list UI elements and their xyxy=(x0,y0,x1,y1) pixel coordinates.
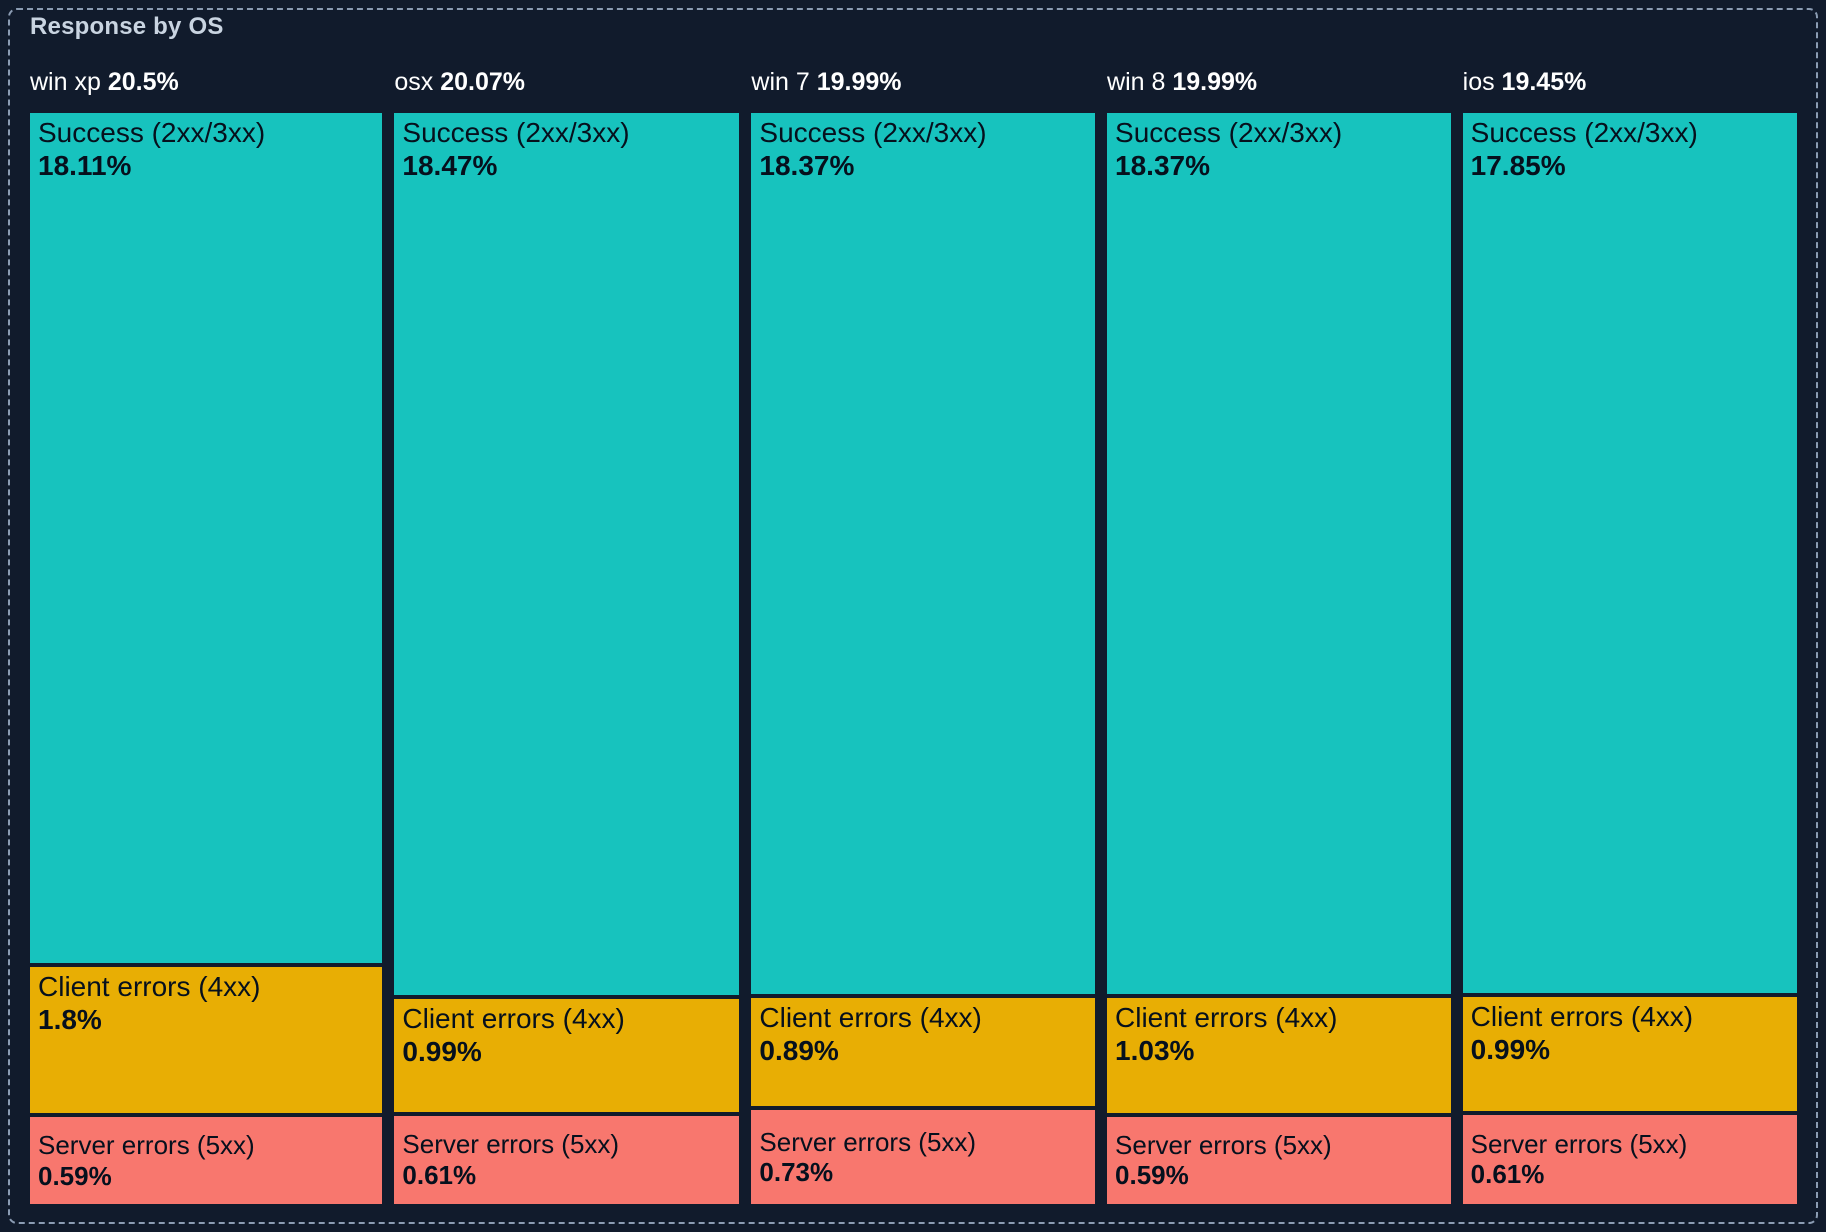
segment-client-errors[interactable]: Client errors (4xx) 0.89% xyxy=(751,997,1096,1107)
column-segments: Success (2xx/3xx) 18.37% Client errors (4… xyxy=(1107,113,1451,1204)
column-os-label: ios xyxy=(1462,68,1502,96)
segment-client-errors[interactable]: Client errors (4xx) 0.99% xyxy=(1462,996,1797,1111)
segment-label: Success (2xx/3xx) xyxy=(38,117,266,148)
column-os-label: win 7 xyxy=(751,68,817,96)
segment-value: 0.99% xyxy=(1470,1033,1551,1065)
segment-label: Client errors (4xx) xyxy=(1115,1001,1338,1033)
segment-server-errors[interactable]: Server errors (5xx) 0.61% xyxy=(1462,1114,1797,1204)
segment-label: Server errors (5xx) xyxy=(38,1129,255,1160)
segment-label: Client errors (4xx) xyxy=(402,1003,625,1035)
segment-value: 18.47% xyxy=(402,150,498,182)
segment-label: Client errors (4xx) xyxy=(759,1001,982,1033)
segment-value: 0.59% xyxy=(1115,1160,1189,1191)
column-os-label: win xp xyxy=(30,68,108,96)
segment-server-errors[interactable]: Server errors (5xx) 0.59% xyxy=(30,1117,383,1204)
column-segments: Success (2xx/3xx) 18.37% Client errors (4… xyxy=(751,113,1096,1204)
column-total: 20.5% xyxy=(107,68,179,96)
segment-label: Success (2xx/3xx) xyxy=(1470,117,1698,148)
treemap-column: win 7 19.99% Success (2xx/3xx) 18.37% Clie… xyxy=(751,66,1096,1204)
segment-label: Success (2xx/3xx) xyxy=(759,117,987,148)
column-header: win 7 19.99% xyxy=(751,66,1095,99)
segment-label: Success (2xx/3xx) xyxy=(402,117,630,148)
column-header: ios 19.45% xyxy=(1463,66,1797,99)
treemap-column: win xp 20.5% Success (2xx/3xx) 18.11% Clie… xyxy=(30,66,383,1204)
column-total: 20.07% xyxy=(440,68,526,96)
segment-client-errors[interactable]: Client errors (4xx) 0.99% xyxy=(394,999,740,1112)
segment-success[interactable]: Success (2xx/3xx) 18.47% xyxy=(394,113,740,996)
segment-value: 1.8% xyxy=(38,1003,102,1035)
column-header: osx 20.07% xyxy=(394,66,739,99)
column-total: 19.45% xyxy=(1501,68,1587,96)
segment-value: 0.61% xyxy=(402,1159,477,1190)
treemap-column: osx 20.07% Success (2xx/3xx) 18.47% Client… xyxy=(394,66,740,1204)
column-total: 19.99% xyxy=(1172,68,1258,96)
segment-label: Success (2xx/3xx) xyxy=(1115,117,1343,148)
panel-title: Response by OS xyxy=(30,13,224,40)
segment-value: 1.03% xyxy=(1115,1035,1195,1067)
segment-server-errors[interactable]: Server errors (5xx) 0.61% xyxy=(394,1115,740,1204)
column-header: win 8 19.99% xyxy=(1107,66,1451,99)
treemap-column: win 8 19.99% Success (2xx/3xx) 18.37% Clie… xyxy=(1107,66,1451,1204)
segment-client-errors[interactable]: Client errors (4xx) 1.8% xyxy=(30,966,383,1114)
segment-value: 0.73% xyxy=(759,1157,834,1188)
segment-label: Server errors (5xx) xyxy=(759,1126,977,1157)
column-os-label: osx xyxy=(394,68,441,96)
treemap-column: ios 19.45% Success (2xx/3xx) 17.85% Client… xyxy=(1462,66,1797,1204)
segment-success[interactable]: Success (2xx/3xx) 18.37% xyxy=(1107,113,1451,994)
segment-value: 17.85% xyxy=(1470,150,1566,182)
segment-label: Server errors (5xx) xyxy=(1115,1129,1332,1160)
segment-value: 0.59% xyxy=(38,1160,112,1191)
column-total: 19.99% xyxy=(816,68,902,96)
segment-success[interactable]: Success (2xx/3xx) 17.85% xyxy=(1462,113,1797,993)
segment-value: 0.99% xyxy=(402,1036,482,1068)
segment-server-errors[interactable]: Server errors (5xx) 0.59% xyxy=(1107,1116,1451,1204)
segment-value: 18.37% xyxy=(1115,150,1210,182)
segment-client-errors[interactable]: Client errors (4xx) 1.03% xyxy=(1107,997,1451,1113)
segment-label: Server errors (5xx) xyxy=(1470,1128,1688,1159)
segment-value: 18.11% xyxy=(38,150,132,182)
treemap-chart: win xp 20.5% Success (2xx/3xx) 18.11% Clie… xyxy=(30,66,1797,1204)
segment-value: 18.37% xyxy=(759,150,855,182)
column-os-label: win 8 xyxy=(1107,68,1173,96)
segment-label: Server errors (5xx) xyxy=(402,1129,620,1160)
column-header: win xp 20.5% xyxy=(30,66,382,99)
segment-success[interactable]: Success (2xx/3xx) 18.11% xyxy=(30,113,383,963)
segment-value: 0.61% xyxy=(1470,1159,1545,1190)
segment-server-errors[interactable]: Server errors (5xx) 0.73% xyxy=(751,1110,1096,1204)
segment-value: 0.89% xyxy=(759,1035,839,1067)
column-segments: Success (2xx/3xx) 18.11% Client errors (4… xyxy=(30,113,383,1204)
column-segments: Success (2xx/3xx) 18.47% Client errors (4… xyxy=(394,113,740,1204)
segment-label: Client errors (4xx) xyxy=(1470,1000,1694,1032)
column-segments: Success (2xx/3xx) 17.85% Client errors (4… xyxy=(1462,113,1797,1204)
segment-success[interactable]: Success (2xx/3xx) 18.37% xyxy=(751,113,1096,994)
segment-label: Client errors (4xx) xyxy=(38,970,261,1002)
